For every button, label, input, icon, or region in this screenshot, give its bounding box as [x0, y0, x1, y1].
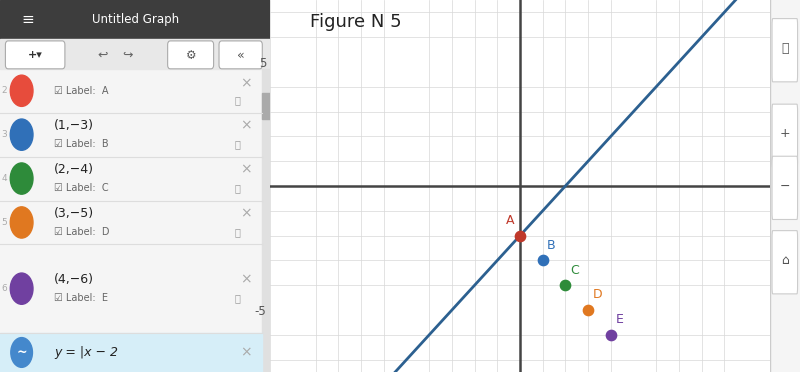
Text: (1,−3): (1,−3)	[54, 119, 94, 132]
Text: Figure N 5: Figure N 5	[310, 13, 402, 31]
Bar	[0, 333, 262, 372]
Text: ↩: ↩	[98, 49, 108, 61]
Text: 🔧: 🔧	[235, 227, 241, 237]
Circle shape	[10, 75, 33, 106]
FancyBboxPatch shape	[772, 104, 798, 167]
Text: ⌂: ⌂	[781, 254, 789, 267]
Text: A: A	[506, 214, 514, 227]
Text: D: D	[593, 288, 602, 301]
Text: 6: 6	[2, 284, 7, 293]
Text: 🔧: 🔧	[235, 139, 241, 149]
Circle shape	[10, 163, 33, 194]
Text: 🔧: 🔧	[235, 183, 241, 193]
FancyBboxPatch shape	[219, 41, 262, 69]
Bar	[0, 39, 270, 69]
Text: ☑ Label:  D: ☑ Label: D	[54, 227, 110, 237]
Text: ×: ×	[240, 272, 252, 286]
Text: 3: 3	[2, 130, 7, 139]
Circle shape	[10, 207, 33, 238]
Text: (3,−5): (3,−5)	[54, 207, 94, 219]
Text: ⚙: ⚙	[186, 49, 196, 61]
Text: C: C	[570, 263, 578, 276]
Text: ×: ×	[240, 76, 252, 90]
Text: 4: 4	[2, 174, 7, 183]
Text: ☑ Label:  A: ☑ Label: A	[54, 86, 109, 96]
FancyBboxPatch shape	[772, 19, 798, 82]
Bar	[262, 69, 270, 372]
Text: ×: ×	[240, 346, 252, 359]
Point	[604, 332, 617, 338]
Circle shape	[10, 273, 33, 304]
Text: ☑ Label:  B: ☑ Label: B	[54, 139, 109, 149]
Text: +▾: +▾	[28, 50, 42, 60]
Text: ≡: ≡	[22, 12, 34, 27]
Text: (4,−6): (4,−6)	[54, 273, 94, 286]
Text: +: +	[779, 128, 790, 140]
Text: y = |x − 2: y = |x − 2	[54, 346, 118, 359]
Text: 2: 2	[2, 86, 7, 95]
Text: 🔧: 🔧	[235, 293, 241, 303]
Text: ☑ Label:  E: ☑ Label: E	[54, 293, 108, 303]
Bar	[262, 93, 270, 119]
Text: 5: 5	[2, 218, 7, 227]
Text: ↪: ↪	[122, 49, 132, 61]
Point	[514, 232, 526, 238]
Text: (2,−4): (2,−4)	[54, 163, 94, 176]
Text: ×: ×	[240, 162, 252, 176]
Text: ×: ×	[240, 206, 252, 220]
FancyBboxPatch shape	[772, 156, 798, 219]
Bar	[0, 0, 270, 39]
Text: ☑ Label:  C: ☑ Label: C	[54, 183, 109, 193]
Text: 🔧: 🔧	[781, 42, 789, 55]
Text: E: E	[615, 313, 623, 326]
Point	[536, 257, 549, 263]
Text: −: −	[779, 180, 790, 192]
Text: ~: ~	[16, 346, 27, 359]
Circle shape	[10, 119, 33, 150]
FancyBboxPatch shape	[168, 41, 214, 69]
Text: 🔧: 🔧	[235, 95, 241, 105]
Circle shape	[11, 338, 33, 368]
FancyBboxPatch shape	[772, 231, 798, 294]
Text: ×: ×	[240, 118, 252, 132]
Text: «: «	[237, 49, 245, 61]
Point	[582, 307, 594, 313]
Text: Untitled Graph: Untitled Graph	[92, 13, 178, 26]
Point	[559, 282, 572, 288]
Text: B: B	[547, 239, 556, 252]
FancyBboxPatch shape	[6, 41, 65, 69]
